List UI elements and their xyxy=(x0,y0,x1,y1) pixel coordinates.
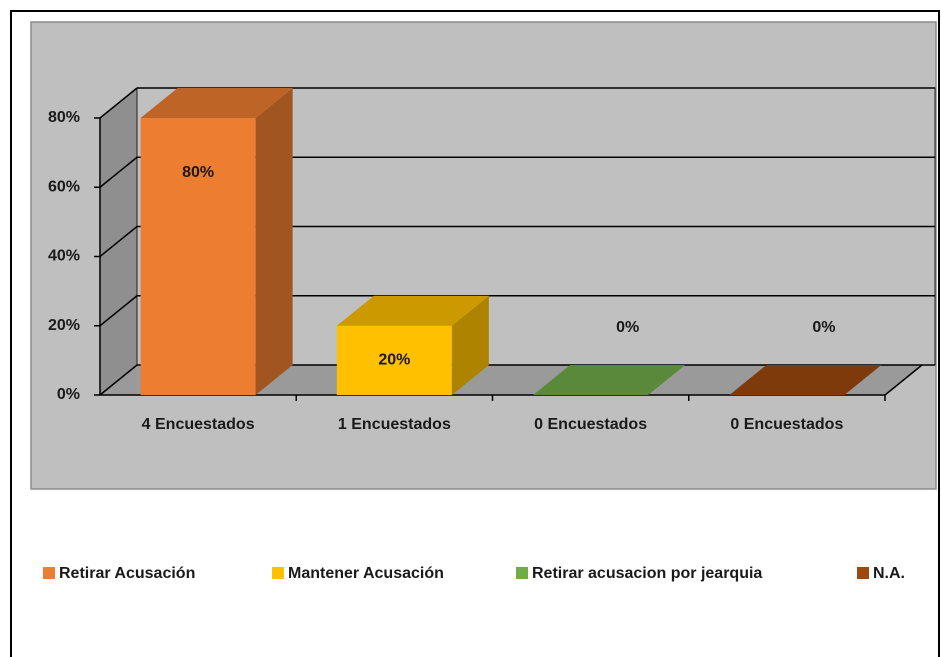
x-tick-label: 0 Encuestados xyxy=(534,416,647,433)
bar-top xyxy=(140,88,293,118)
legend-label: N.A. xyxy=(873,565,905,582)
x-tick-label: 1 Encuestados xyxy=(338,416,451,433)
grid-line xyxy=(99,225,138,258)
y-tick-label: 0% xyxy=(57,386,80,403)
frame xyxy=(10,10,940,657)
legend-swatch xyxy=(516,567,528,579)
bar-top xyxy=(533,365,686,395)
legend-swatch xyxy=(857,567,869,579)
y-tick-label: 80% xyxy=(48,109,80,126)
bar-top xyxy=(336,295,489,326)
x-tick-label: 0 Encuestados xyxy=(730,416,843,433)
y-tick-label: 20% xyxy=(48,317,80,334)
data-label: 0% xyxy=(812,319,835,336)
data-label: 0% xyxy=(616,319,639,336)
x-tick-label: 4 Encuestados xyxy=(142,416,255,433)
legend-label: Mantener Acusación xyxy=(288,565,444,582)
grid-line xyxy=(99,156,138,188)
legend-label: Retirar acusacion por jearquia xyxy=(532,565,762,582)
bar-top xyxy=(729,365,882,395)
bar-side xyxy=(255,88,293,395)
data-label: 20% xyxy=(378,352,410,369)
bar-front xyxy=(140,118,256,395)
x-axis xyxy=(884,364,923,396)
legend-swatch xyxy=(272,567,284,579)
y-tick-label: 60% xyxy=(48,178,80,195)
bar-side xyxy=(451,295,489,395)
data-label: 80% xyxy=(182,164,214,181)
grid-line xyxy=(99,87,138,119)
grid-line xyxy=(99,364,138,396)
bar-front xyxy=(336,325,452,395)
y-tick-label: 40% xyxy=(48,248,80,265)
grid-line xyxy=(99,295,138,327)
legend-label: Retirar Acusación xyxy=(59,565,195,582)
legend-swatch xyxy=(43,567,55,579)
